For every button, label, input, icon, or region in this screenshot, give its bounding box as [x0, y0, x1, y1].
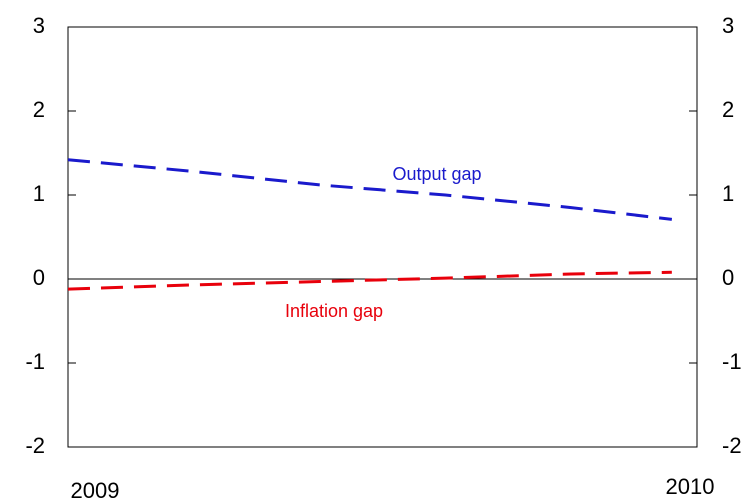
x-tick-label: 2010: [666, 474, 715, 499]
series-label: Output gap: [392, 164, 481, 184]
y-tick-label: -1: [25, 349, 45, 374]
y2-tick-label: -2: [722, 433, 742, 458]
y2-tick-label: 0: [722, 265, 734, 290]
series-line: [67, 158, 673, 221]
y2-tick-label: 3: [722, 13, 734, 38]
y2-tick-label: 2: [722, 97, 734, 122]
x-tick-label: 2009: [71, 478, 120, 503]
y-tick-label: 1: [33, 181, 45, 206]
y-tick-label: 2: [33, 97, 45, 122]
y-tick-label: 3: [33, 13, 45, 38]
y2-tick-label: -1: [722, 349, 742, 374]
y-tick-label: 0: [33, 265, 45, 290]
series-label: Inflation gap: [285, 301, 383, 321]
series-line: [67, 270, 672, 291]
plot-frame: [67, 26, 698, 448]
y-tick-label: -2: [25, 433, 45, 458]
y2-tick-label: 1: [722, 181, 734, 206]
